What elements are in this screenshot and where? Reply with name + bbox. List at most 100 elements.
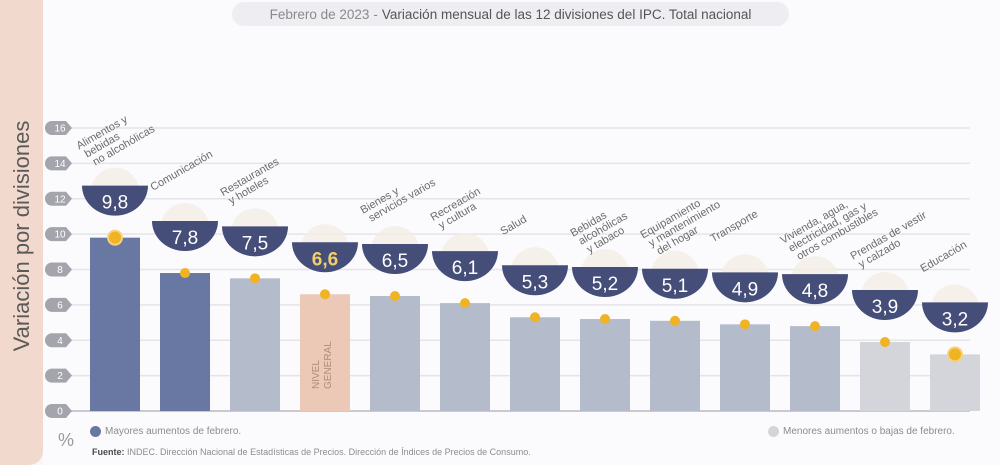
source-label: Fuente:	[92, 447, 125, 457]
value-badge: 7,5	[222, 208, 288, 257]
bar	[720, 324, 770, 411]
value-label: 7,5	[242, 233, 268, 254]
value-marker	[530, 312, 540, 323]
category-labels: Alimentos ybebidasno alcohólicasComunica…	[75, 104, 969, 275]
y-tick-label: 8	[57, 265, 63, 276]
y-tick-label: 0	[57, 407, 63, 418]
badge-bowl	[82, 185, 148, 216]
value-marker	[460, 298, 470, 309]
bar	[580, 319, 630, 411]
category-label: Alimentos ybebidasno alcohólicas	[75, 104, 158, 172]
value-badge: 3,2	[922, 284, 988, 333]
badge-bowl	[222, 226, 288, 257]
value-label: 5,2	[592, 274, 618, 295]
legend-text-higher: Mayores aumentos de febrero.	[105, 426, 242, 437]
y-tick-marker	[45, 121, 72, 135]
value-label: 3,2	[942, 309, 968, 330]
value-label: 5,3	[522, 272, 548, 293]
chart-title: Febrero de 2023 - Variación mensual de l…	[232, 2, 789, 26]
value-label: 7,8	[172, 228, 198, 249]
value-badge: 4,8	[782, 256, 848, 305]
value-label: 6,5	[382, 251, 408, 272]
badge-bowl	[572, 267, 638, 298]
legend-swatch-higher	[90, 426, 101, 437]
y-tick-label: 16	[54, 124, 66, 135]
badge-bowl	[152, 221, 218, 252]
value-badge: 6,1	[432, 233, 498, 282]
bars: NIVEL GENERAL	[90, 229, 980, 411]
bar	[90, 237, 140, 411]
value-marker	[320, 289, 330, 300]
bar	[860, 342, 910, 411]
source-text: INDEC. Dirección Nacional de Estadística…	[127, 447, 531, 457]
y-tick-marker	[45, 156, 72, 171]
badge-bowl	[782, 274, 848, 305]
bar	[510, 317, 560, 411]
value-label: 3,9	[872, 297, 898, 318]
category-label-line: Transporte	[709, 208, 761, 245]
source-note: Fuente: INDEC. Dirección Nacional de Est…	[92, 447, 531, 457]
category-label: Equipamientoy mantenimientodel hogar	[639, 189, 729, 260]
badge-bowl	[852, 290, 918, 321]
y-tick-label: 12	[54, 194, 66, 205]
badge-bowl	[292, 242, 358, 273]
y-tick-marker	[45, 191, 72, 206]
value-marker	[600, 314, 610, 325]
y-tick-marker	[45, 404, 72, 418]
value-badges: 9,8 7,8 7,5 6,6 6,5 6,1 5,3 5,2 5,1 4,9 4,8 3,9 3,2	[82, 167, 988, 333]
value-marker	[390, 291, 400, 302]
category-label: Bienes yservicios varios	[359, 167, 439, 226]
value-marker	[180, 268, 190, 279]
badge-bowl	[502, 265, 568, 296]
legend-item-higher: Mayores aumentos de febrero.	[90, 426, 241, 437]
badge-bowl	[922, 302, 988, 333]
value-badge: 5,3	[502, 247, 568, 296]
value-badge: 6,5	[362, 226, 428, 275]
y-tick-label: 4	[57, 336, 63, 347]
category-label: Recreacióny cultura	[429, 185, 489, 233]
bar	[230, 278, 280, 411]
value-marker	[740, 319, 750, 330]
bar	[650, 320, 700, 411]
badge-bowl	[432, 251, 498, 282]
value-marker	[810, 321, 820, 332]
value-label: 6,6	[312, 249, 338, 270]
value-marker	[250, 273, 260, 284]
title-date: Febrero de 2023	[269, 6, 370, 22]
bar	[370, 296, 420, 411]
bar	[440, 303, 490, 411]
y-tick-label: 6	[57, 300, 63, 311]
y-axis-ticks: 0 2 4 6 8 10 12 14 16	[45, 121, 72, 418]
title-separator: -	[373, 6, 378, 22]
badge-bowl	[642, 268, 708, 299]
legend-item-lower: Menores aumentos o bajas de febrero.	[768, 426, 955, 437]
bar	[300, 294, 350, 411]
title-main: Variación mensual de las 12 divisiones d…	[381, 6, 752, 22]
bar	[160, 273, 210, 411]
value-label: 4,8	[802, 281, 828, 302]
value-badge: 6,6	[292, 224, 358, 273]
value-label: 9,8	[102, 193, 128, 214]
value-marker	[670, 315, 680, 326]
value-label: 4,9	[732, 279, 758, 300]
legend-swatch-lower	[768, 426, 779, 437]
y-tick-label: 2	[57, 371, 63, 382]
y-tick-marker	[45, 333, 72, 348]
value-label: 6,1	[452, 258, 478, 279]
y-tick-label: 14	[54, 159, 66, 170]
legend-text-lower: Menores aumentos o bajas de febrero.	[783, 426, 955, 437]
badge-bowl	[712, 272, 778, 303]
bar	[930, 354, 980, 411]
bar-inner-label: NIVEL	[311, 360, 322, 389]
badge-bowl	[362, 244, 428, 275]
value-marker	[107, 229, 123, 246]
value-label: 5,1	[662, 276, 688, 297]
value-badge: 5,1	[642, 250, 708, 299]
category-label: Transporte	[709, 208, 761, 245]
bar-inner-label: GENERAL	[323, 341, 334, 389]
value-badge: 4,9	[712, 254, 778, 303]
y-tick-marker	[45, 227, 72, 242]
value-badge: 3,9	[852, 272, 918, 321]
category-label-line: Comunicación	[149, 148, 215, 193]
y-tick-label: 10	[54, 230, 66, 241]
